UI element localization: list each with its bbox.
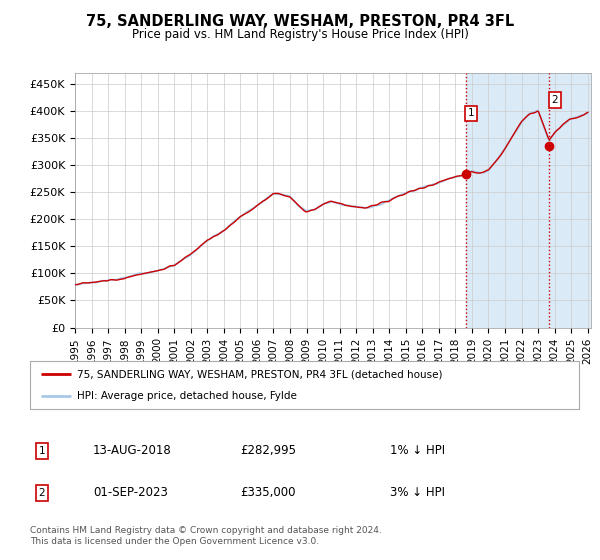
Text: Price paid vs. HM Land Registry's House Price Index (HPI): Price paid vs. HM Land Registry's House … (131, 28, 469, 41)
Text: 75, SANDERLING WAY, WESHAM, PRESTON, PR4 3FL: 75, SANDERLING WAY, WESHAM, PRESTON, PR4… (86, 14, 514, 29)
Text: 3% ↓ HPI: 3% ↓ HPI (390, 486, 445, 500)
Text: HPI: Average price, detached house, Fylde: HPI: Average price, detached house, Fyld… (77, 391, 296, 401)
Text: £335,000: £335,000 (240, 486, 296, 500)
Text: 1% ↓ HPI: 1% ↓ HPI (390, 444, 445, 458)
Text: Contains HM Land Registry data © Crown copyright and database right 2024.
This d: Contains HM Land Registry data © Crown c… (30, 526, 382, 546)
Text: 1: 1 (38, 446, 46, 456)
Text: 75, SANDERLING WAY, WESHAM, PRESTON, PR4 3FL (detached house): 75, SANDERLING WAY, WESHAM, PRESTON, PR4… (77, 369, 442, 379)
Text: 1: 1 (468, 109, 475, 119)
Text: £282,995: £282,995 (240, 444, 296, 458)
Text: 13-AUG-2018: 13-AUG-2018 (93, 444, 172, 458)
Text: 2: 2 (551, 95, 558, 105)
Bar (466, 73, 591, 328)
FancyBboxPatch shape (30, 361, 579, 409)
Text: 2: 2 (38, 488, 46, 498)
Text: 01-SEP-2023: 01-SEP-2023 (93, 486, 168, 500)
